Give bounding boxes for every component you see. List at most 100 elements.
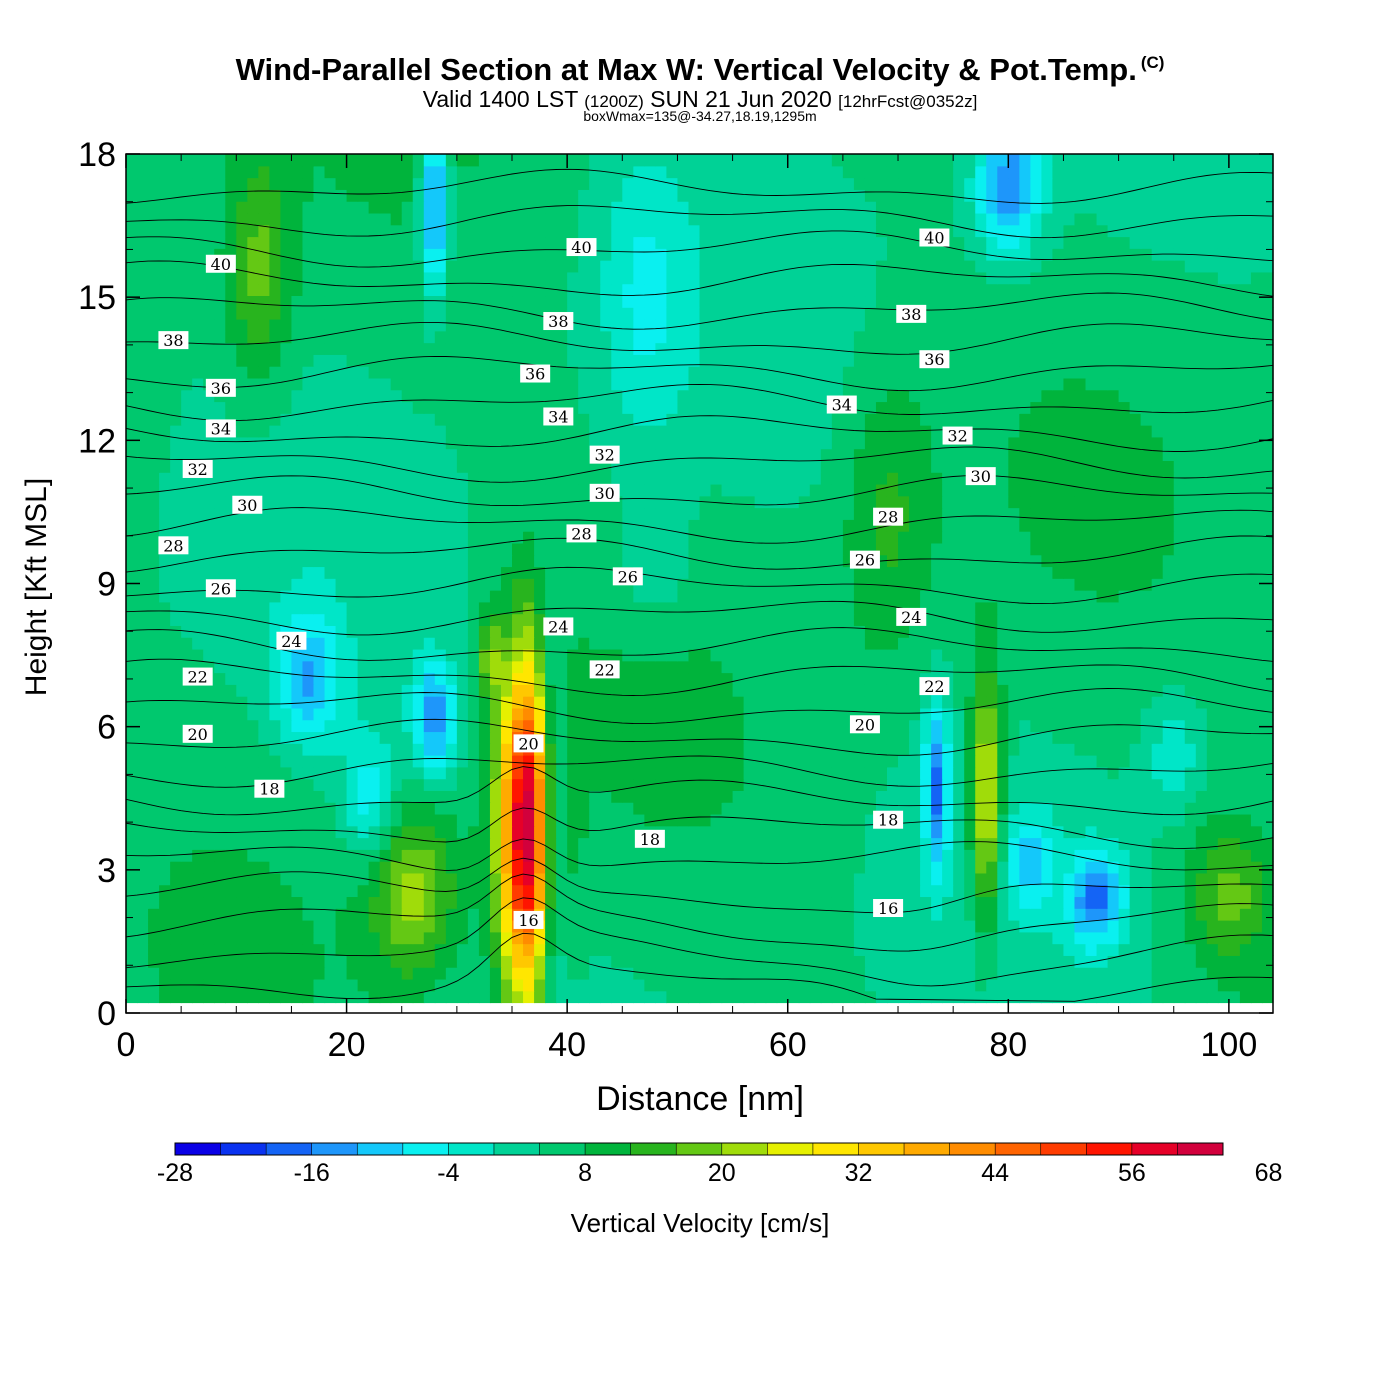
wind-cell bbox=[1063, 967, 1076, 980]
wind-cell bbox=[148, 436, 160, 450]
wind-cell bbox=[412, 507, 425, 520]
wind-cell bbox=[798, 813, 811, 827]
wind-cell bbox=[677, 613, 690, 626]
wind-cell bbox=[765, 507, 778, 520]
wind-cell bbox=[137, 731, 149, 744]
wind-cell bbox=[423, 908, 436, 921]
wind-cell bbox=[1184, 849, 1197, 862]
wind-cell bbox=[1162, 778, 1175, 791]
wind-cell bbox=[545, 719, 557, 733]
wind-cell bbox=[1030, 448, 1042, 461]
wind-cell bbox=[776, 637, 789, 650]
wind-cell bbox=[478, 790, 491, 803]
wind-cell bbox=[214, 613, 226, 626]
wind-cell bbox=[390, 743, 403, 756]
wind-cell bbox=[754, 813, 767, 827]
wind-cell bbox=[1195, 531, 1208, 544]
wind-cell bbox=[1162, 637, 1175, 650]
wind-cell bbox=[853, 436, 866, 450]
wind-cell bbox=[280, 613, 293, 626]
wind-cell bbox=[357, 507, 370, 520]
wind-cell bbox=[313, 861, 326, 874]
wind-cell bbox=[1250, 554, 1263, 568]
wind-cell bbox=[909, 672, 921, 685]
wind-cell bbox=[192, 884, 204, 898]
wind-cell bbox=[181, 849, 193, 862]
wind-cell bbox=[324, 578, 337, 591]
wind-cell bbox=[787, 920, 800, 933]
wind-cell bbox=[1096, 448, 1109, 461]
wind-cell bbox=[401, 660, 414, 674]
wind-cell bbox=[1239, 483, 1252, 497]
wind-cell bbox=[379, 884, 392, 898]
wind-cell bbox=[964, 920, 976, 933]
wind-cell bbox=[269, 660, 282, 674]
wind-cell bbox=[732, 743, 745, 756]
wind-cell bbox=[997, 967, 1009, 980]
wind-cell bbox=[412, 967, 425, 980]
wind-cell bbox=[809, 955, 822, 968]
wind-cell bbox=[699, 790, 712, 803]
wind-cell bbox=[1019, 743, 1031, 756]
wind-cell bbox=[831, 931, 844, 945]
wind-cell bbox=[787, 648, 800, 662]
wind-cell bbox=[666, 637, 679, 650]
wind-cell bbox=[445, 955, 458, 968]
wind-cell bbox=[655, 849, 668, 862]
wind-cell bbox=[920, 790, 932, 803]
wind-cell bbox=[886, 755, 899, 768]
wind-cell bbox=[1250, 790, 1263, 803]
wind-cell bbox=[853, 542, 866, 556]
wind-cell bbox=[776, 542, 789, 556]
wind-cell bbox=[776, 590, 789, 603]
wind-cell bbox=[1096, 825, 1109, 839]
wind-cell bbox=[225, 802, 237, 815]
wind-cell bbox=[997, 825, 1009, 839]
wind-cell bbox=[137, 613, 149, 626]
wind-cell bbox=[170, 672, 182, 685]
wind-cell bbox=[765, 719, 778, 733]
wind-cell bbox=[192, 648, 204, 662]
wind-cell bbox=[1129, 507, 1142, 520]
wind-cell bbox=[556, 802, 568, 815]
wind-cell bbox=[677, 955, 690, 968]
wind-cell bbox=[633, 625, 645, 638]
wind-cell bbox=[280, 920, 293, 933]
wind-cell bbox=[809, 460, 822, 473]
wind-cell bbox=[291, 837, 304, 850]
wind-cell bbox=[1184, 896, 1197, 909]
wind-cell bbox=[181, 802, 193, 815]
wind-cell bbox=[1030, 719, 1042, 733]
wind-cell bbox=[181, 472, 193, 485]
wind-cell bbox=[600, 613, 612, 626]
wind-cell bbox=[1129, 625, 1142, 638]
wind-cell bbox=[986, 684, 998, 697]
wind-cell bbox=[1250, 637, 1263, 650]
wind-cell bbox=[743, 519, 756, 532]
wind-cell bbox=[666, 719, 679, 733]
wind-cell bbox=[423, 825, 436, 839]
wind-cell bbox=[886, 648, 899, 662]
wind-cell bbox=[1041, 802, 1054, 815]
wind-cell bbox=[324, 920, 337, 933]
wind-cell bbox=[247, 896, 259, 909]
wind-cell bbox=[644, 884, 656, 898]
wind-cell bbox=[236, 755, 248, 768]
wind-cell bbox=[192, 696, 204, 709]
wind-cell bbox=[401, 837, 414, 850]
wind-cell bbox=[578, 967, 590, 980]
wind-cell bbox=[1085, 743, 1098, 756]
wind-cell bbox=[291, 849, 304, 862]
wind-cell bbox=[567, 813, 579, 827]
wind-cell bbox=[302, 943, 315, 956]
wind-cell bbox=[831, 637, 844, 650]
wind-cell bbox=[600, 813, 612, 827]
wind-cell bbox=[699, 943, 712, 956]
wind-cell bbox=[886, 495, 899, 509]
wind-cell bbox=[1250, 861, 1263, 874]
wind-cell bbox=[236, 731, 248, 744]
wind-cell bbox=[1052, 436, 1065, 450]
wind-cell bbox=[787, 943, 800, 956]
wind-cell bbox=[1063, 590, 1076, 603]
wind-cell bbox=[302, 613, 315, 626]
